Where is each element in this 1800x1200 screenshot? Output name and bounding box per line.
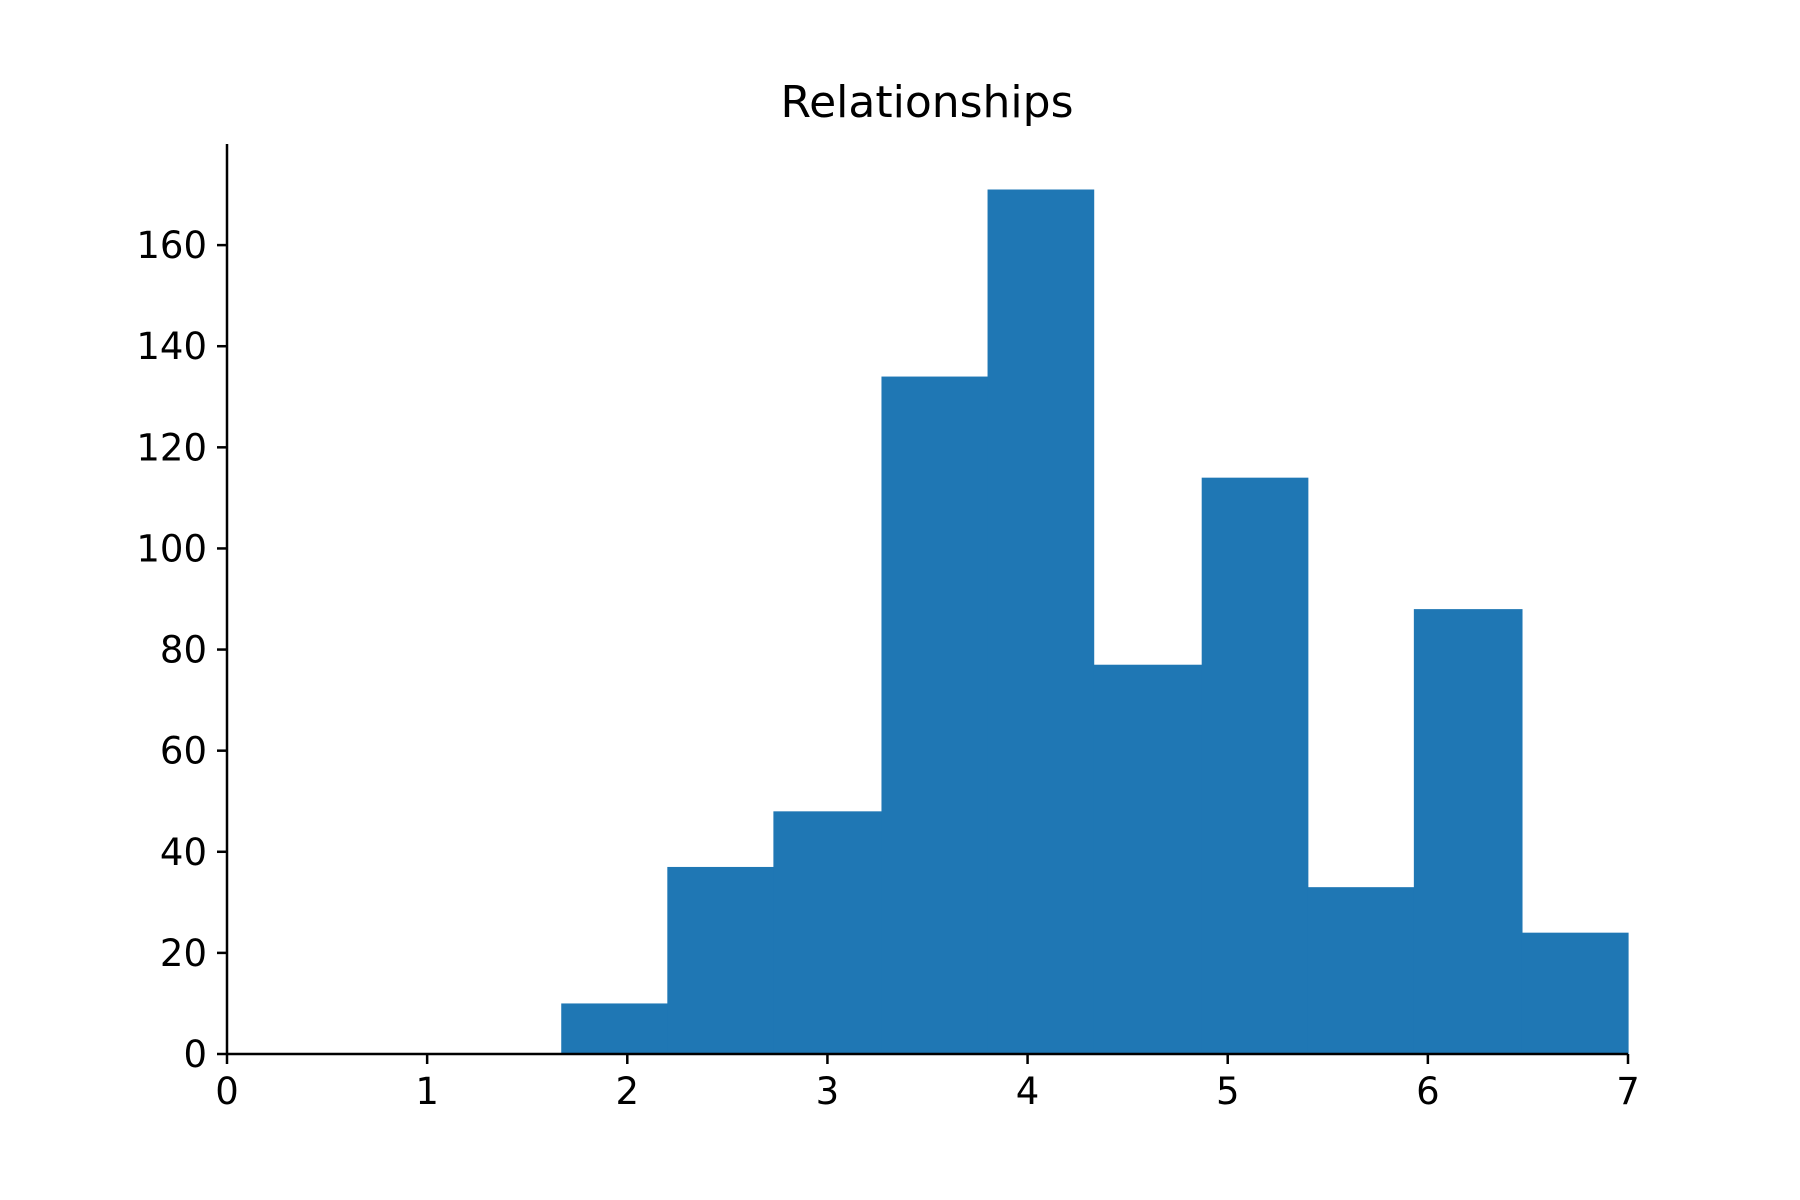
histogram-bar-7	[1307, 887, 1415, 1054]
x-tick-label: 4	[1016, 1070, 1040, 1113]
histogram-bar-6	[1201, 477, 1309, 1055]
histogram-bar-1	[667, 866, 774, 1054]
y-tick-label: 20	[160, 932, 207, 975]
chart-title: Relationships	[780, 77, 1073, 128]
x-tick-label: 7	[1616, 1070, 1640, 1113]
y-tick-label: 120	[136, 426, 207, 469]
histogram-bar-9	[1521, 932, 1629, 1054]
y-tick-label: 40	[160, 831, 207, 874]
y-tick-label: 100	[136, 527, 207, 570]
x-tick-label: 0	[215, 1070, 239, 1113]
histogram-bar-3	[881, 376, 989, 1054]
x-tick-label: 2	[616, 1070, 640, 1113]
axes	[225, 144, 1628, 1056]
y-tick-label: 80	[160, 629, 207, 672]
y-tick-label: 0	[183, 1033, 207, 1076]
histogram-bar-0	[561, 1003, 668, 1054]
histogram-bar-2	[773, 811, 883, 1054]
y-tick-label: 140	[136, 325, 207, 368]
y-axis-ticks: 0 20 40 60 80 100 120 140 160	[136, 224, 227, 1076]
x-axis-ticks: 0 1 2 3 4 5 6 7	[215, 1054, 1640, 1113]
histogram-bar-5	[1093, 664, 1203, 1054]
histogram-bars	[561, 189, 1629, 1055]
x-tick-label: 6	[1416, 1070, 1440, 1113]
y-tick-label: 160	[136, 224, 207, 267]
y-tick-label: 60	[160, 730, 207, 773]
histogram-bar-8	[1413, 609, 1523, 1054]
histogram-bar-4	[987, 189, 1095, 1054]
x-tick-label: 1	[415, 1070, 439, 1113]
x-tick-label: 3	[816, 1070, 840, 1113]
x-tick-label: 5	[1216, 1070, 1240, 1113]
